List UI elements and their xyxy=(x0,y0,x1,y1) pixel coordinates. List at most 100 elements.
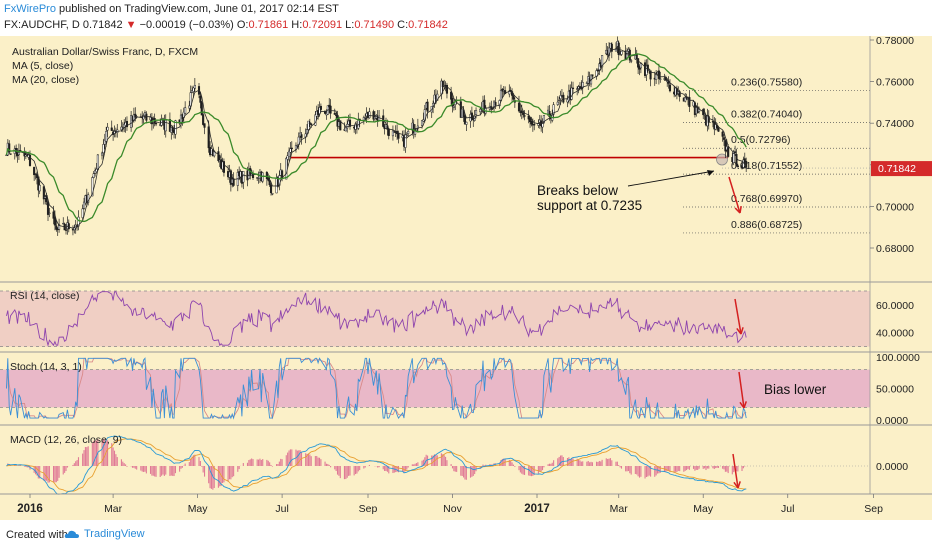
candle-body xyxy=(657,70,660,79)
candle-body xyxy=(203,123,206,128)
date-tick-label: Mar xyxy=(610,503,629,515)
candle-body xyxy=(570,87,573,100)
candle-body xyxy=(34,173,37,175)
price-tick-label: 0.74000 xyxy=(876,118,914,130)
candle-body xyxy=(581,82,584,89)
candle-body xyxy=(207,126,210,149)
candle-body xyxy=(655,74,658,80)
change-value: −0.00019 (−0.03%) xyxy=(136,19,234,31)
candle-body xyxy=(125,121,129,128)
date-tick-label: 2016 xyxy=(17,503,43,515)
rsi-tick-label: 40.0000 xyxy=(876,328,914,340)
candle-body xyxy=(106,126,109,131)
candle-body xyxy=(522,112,525,115)
ma20-legend[interactable]: MA (20, close) xyxy=(12,74,79,86)
candle-body xyxy=(46,202,50,215)
candle-body xyxy=(372,111,375,120)
candle-body xyxy=(465,121,468,125)
candle-body xyxy=(217,151,220,162)
fib-label: 0.236(0.75580) xyxy=(731,76,802,88)
candle-body xyxy=(271,193,274,195)
rsi-title[interactable]: RSI (14, close) xyxy=(10,290,79,302)
cloud-icon xyxy=(64,530,79,538)
candle-body xyxy=(35,174,38,178)
candle-body xyxy=(100,152,104,156)
candle-body xyxy=(452,105,455,108)
candle-body xyxy=(199,95,202,103)
macd-down-arrow xyxy=(732,453,739,489)
fib-label: 0.5(0.72796) xyxy=(731,134,791,146)
candle-body xyxy=(445,84,449,94)
annotation-arrowhead xyxy=(707,170,714,176)
candle-body xyxy=(168,119,171,132)
candle-body xyxy=(192,87,195,92)
ma5-legend[interactable]: MA (5, close) xyxy=(12,60,73,72)
candle-body xyxy=(200,102,203,116)
candle-body xyxy=(735,154,738,167)
candle-body xyxy=(268,180,271,186)
candle-body xyxy=(307,120,310,130)
date-tick-label: Sep xyxy=(359,503,378,515)
stoch-title[interactable]: Stoch (14, 3, 1) xyxy=(10,361,82,373)
candle-body xyxy=(134,113,137,118)
candle-body xyxy=(96,154,99,170)
candle-body xyxy=(142,115,145,120)
candle-body xyxy=(688,97,691,107)
date-tick-label: Mar xyxy=(104,503,123,515)
price-tick-label: 0.76000 xyxy=(876,77,914,89)
candle-body xyxy=(630,60,633,62)
candle-body xyxy=(576,88,579,90)
macd-line xyxy=(6,435,747,495)
candle-body xyxy=(598,63,601,71)
candle-body xyxy=(639,63,642,69)
macd-tick-label: 0.0000 xyxy=(876,461,908,473)
candle-body xyxy=(91,177,94,197)
rsi-tick-label: 60.0000 xyxy=(876,300,914,312)
chart-area[interactable]: 0.236(0.75580) 0.382(0.74040) 0.5(0.72796)… xyxy=(0,36,932,520)
candle-body xyxy=(9,153,12,155)
chart-footer: Created with TradingView xyxy=(0,520,932,550)
candle-body xyxy=(319,105,322,110)
candle-body xyxy=(474,110,478,116)
date-tick-label: Jul xyxy=(275,503,288,515)
candle-body xyxy=(727,147,730,157)
date-tick-label: Nov xyxy=(443,503,462,515)
candle-body xyxy=(552,104,555,115)
bias-label: Bias lower xyxy=(764,382,827,397)
candle-body xyxy=(533,124,536,126)
candle-body xyxy=(184,107,187,114)
macd-title[interactable]: MACD (12, 26, close, 9) xyxy=(10,434,122,446)
candle-body xyxy=(193,85,196,89)
close-label: C: xyxy=(394,19,409,31)
candle-body xyxy=(110,127,113,131)
candle-body xyxy=(269,184,273,193)
candle-body xyxy=(571,87,575,90)
stoch-k-line xyxy=(6,356,747,420)
candle-body xyxy=(649,70,652,80)
date-tick-label: May xyxy=(693,503,714,515)
break-marker xyxy=(716,153,728,166)
candle-body xyxy=(668,84,672,92)
candle-body xyxy=(82,201,86,209)
candle-body xyxy=(368,111,371,119)
candle-body xyxy=(483,99,486,114)
candle-body xyxy=(145,113,148,121)
candle-body xyxy=(290,147,293,150)
candle-body xyxy=(405,134,408,136)
candle-body xyxy=(64,229,68,231)
annotation-line2: support at 0.7235 xyxy=(537,198,642,213)
candle-body xyxy=(285,158,288,180)
candle-body xyxy=(684,97,687,102)
candle-body xyxy=(103,139,106,145)
candle-body xyxy=(732,151,735,163)
candle-body xyxy=(52,211,55,219)
ma20-line xyxy=(5,53,747,223)
candle-body xyxy=(426,101,429,112)
candle-body xyxy=(179,114,183,124)
candle-body xyxy=(229,170,232,185)
author-link[interactable]: FxWirePro xyxy=(4,3,56,15)
price-tick-label: 0.70000 xyxy=(876,201,914,213)
price-tag xyxy=(871,161,932,177)
stoch-tick-label: 50.0000 xyxy=(876,384,914,396)
candle-body xyxy=(391,130,394,137)
